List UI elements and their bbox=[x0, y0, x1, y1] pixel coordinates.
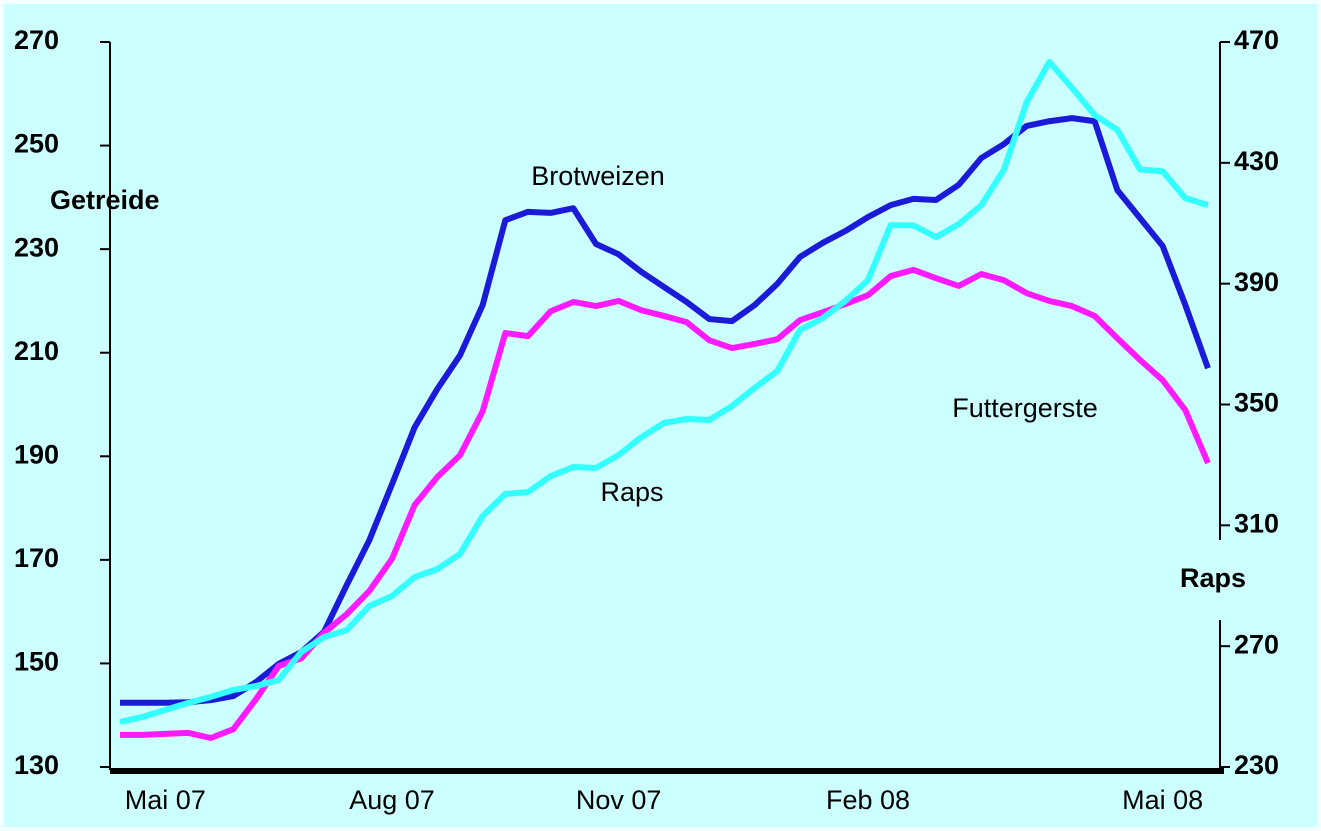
y2-tick-label: 230 bbox=[1234, 750, 1279, 780]
x-tick-label: Feb 08 bbox=[826, 785, 910, 815]
y-tick-label: 230 bbox=[14, 232, 59, 262]
series-line bbox=[120, 266, 1211, 741]
series-line bbox=[119, 58, 1209, 725]
y-tick-label: 130 bbox=[14, 750, 59, 780]
x-tick-label: Mai 07 bbox=[125, 785, 206, 815]
y2-tick-label: 470 bbox=[1234, 25, 1279, 55]
y2-tick-label: 430 bbox=[1234, 146, 1279, 176]
y2-tick-label: 390 bbox=[1234, 267, 1279, 297]
series-label: Futtergerste bbox=[952, 393, 1098, 423]
y-tick-label: 210 bbox=[14, 336, 59, 366]
y2-tick-label: 350 bbox=[1234, 388, 1279, 418]
y-tick-label: 250 bbox=[14, 129, 59, 159]
y-axis-title: Getreide bbox=[50, 185, 160, 215]
y-tick-label: 170 bbox=[14, 543, 59, 573]
series-label: Brotweizen bbox=[531, 161, 665, 191]
y2-axis-title: Raps bbox=[1180, 563, 1246, 593]
x-tick-label: Mai 08 bbox=[1122, 785, 1203, 815]
y-tick-label: 150 bbox=[14, 647, 59, 677]
y-tick-label: 270 bbox=[14, 25, 59, 55]
x-tick-label: Aug 07 bbox=[349, 785, 435, 815]
x-tick-label: Nov 07 bbox=[576, 785, 662, 815]
series-label: Raps bbox=[600, 477, 663, 507]
y-tick-label: 190 bbox=[14, 439, 59, 469]
y2-tick-label: 310 bbox=[1234, 508, 1279, 538]
y2-tick-label: 270 bbox=[1234, 629, 1279, 659]
